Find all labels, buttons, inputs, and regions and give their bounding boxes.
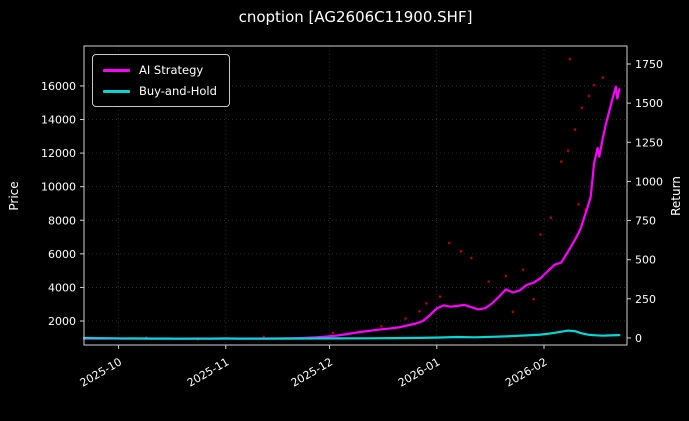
y-tick-label-right: 1750: [635, 58, 663, 71]
x-tick-label: 2026-01: [396, 355, 442, 389]
x-tick-label: 2025-10: [78, 355, 124, 389]
x-tick-label: 2025-12: [289, 355, 335, 389]
y-tick-label-right: 0: [635, 332, 642, 345]
axes-frame: [83, 45, 628, 346]
y-tick-label-left: 12000: [41, 147, 76, 160]
y-tick-label-left: 4000: [48, 281, 76, 294]
legend-label-ai-strategy: AI Strategy: [139, 63, 204, 77]
axis-ticks: [80, 63, 631, 349]
legend-item-buy-and-hold: Buy-and-Hold: [103, 84, 217, 98]
x-tick-label: 2025-11: [185, 355, 231, 389]
y-tick-label-left: 6000: [48, 248, 76, 261]
chart-title: cnoption [AG2606C11900.SHF]: [238, 8, 473, 26]
legend-label-buy-and-hold: Buy-and-Hold: [139, 84, 217, 98]
axis-tick-labels: 2000 4000 6000 8000 10000 12000 14000 16000 0 250…: [41, 58, 663, 390]
y-tick-label-right: 250: [635, 293, 656, 306]
y-tick-label-left: 10000: [41, 181, 76, 194]
x-tick-label: 2026-02: [503, 355, 549, 389]
series-ai-strategy: [82, 85, 621, 340]
y-tick-label-right: 500: [635, 254, 656, 267]
legend-item-ai-strategy: AI Strategy: [103, 63, 217, 77]
y-tick-label-right: 1250: [635, 136, 663, 149]
legend-line-ai-strategy: [103, 68, 130, 72]
legend-line-buy-and-hold: [103, 89, 130, 93]
y-tick-label-right: 750: [635, 215, 656, 228]
y-tick-label-left: 16000: [41, 80, 76, 93]
gridlines: [84, 46, 627, 345]
y-tick-label-right: 1500: [635, 97, 663, 110]
y-tick-label-left: 8000: [48, 214, 76, 227]
series-buy-and-hold: [82, 329, 621, 340]
y-tick-label-right: 1000: [635, 175, 663, 188]
legend: AI Strategy Buy-and-Hold: [92, 54, 230, 107]
y-tick-label-left: 2000: [48, 315, 76, 328]
y-tick-label-left: 14000: [41, 114, 76, 127]
